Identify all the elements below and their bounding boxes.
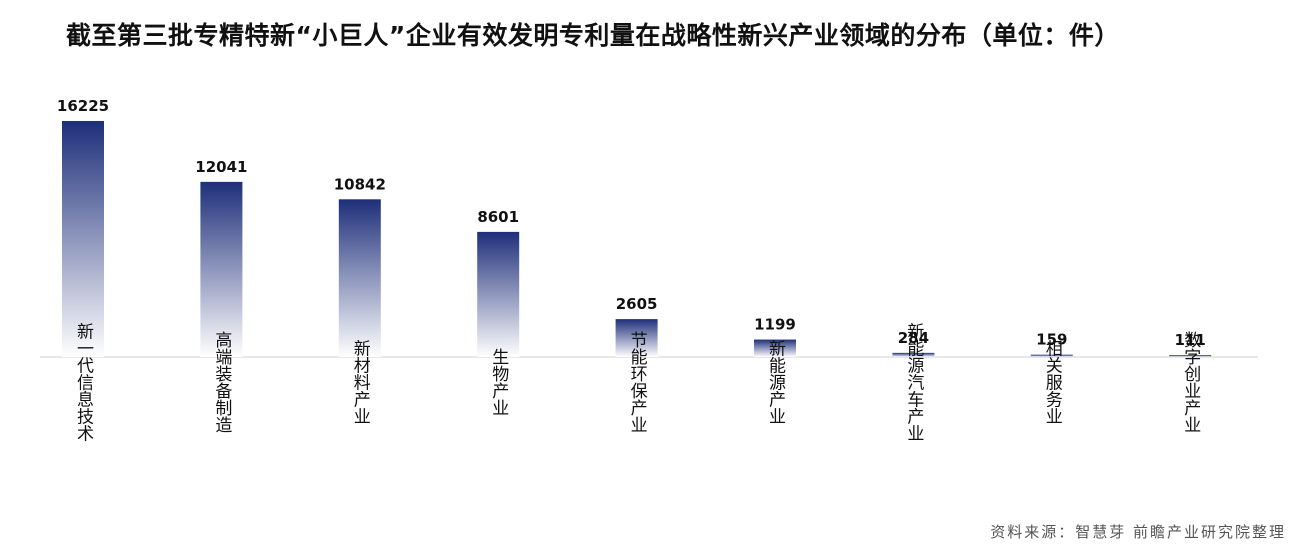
- source-note: 资料来源：智慧芽 前瞻产业研究院整理: [990, 523, 1286, 541]
- category-label: 相关服务业: [1042, 339, 1063, 424]
- data-label: 8601: [477, 208, 519, 226]
- bar: [754, 339, 796, 357]
- chart-title: 截至第三批专精特新“小巨人”企业有效发明专利量在战略性新兴产业领域的分布（单位：…: [66, 21, 1120, 50]
- data-label: 159: [1036, 331, 1067, 349]
- data-label: 12041: [195, 158, 247, 176]
- bar: [200, 181, 243, 357]
- category-label: 新能源产业: [765, 339, 786, 424]
- bar: [892, 352, 935, 357]
- data-label: 111: [1175, 331, 1206, 349]
- data-label: 2605: [616, 295, 658, 313]
- category-label: 数字创业产业: [1180, 331, 1201, 433]
- data-label: 16225: [57, 97, 109, 115]
- category-label: 生物产业: [488, 348, 509, 416]
- category-label: 新一代信息技术: [73, 322, 94, 441]
- data-label: 284: [898, 329, 929, 347]
- bar: [615, 319, 658, 357]
- category-label: 节能环保产业: [627, 331, 648, 433]
- bar: [1169, 355, 1212, 357]
- bar: [62, 121, 104, 357]
- category-label: 新能源汽车产业: [903, 322, 924, 441]
- data-label: 1199: [754, 316, 796, 334]
- bar: [1030, 354, 1073, 357]
- category-label: 高端装备制造: [211, 331, 232, 433]
- bar: [477, 231, 520, 357]
- bar: [338, 199, 381, 357]
- data-label: 10842: [334, 175, 386, 193]
- category-label: 新材料产业: [350, 339, 371, 424]
